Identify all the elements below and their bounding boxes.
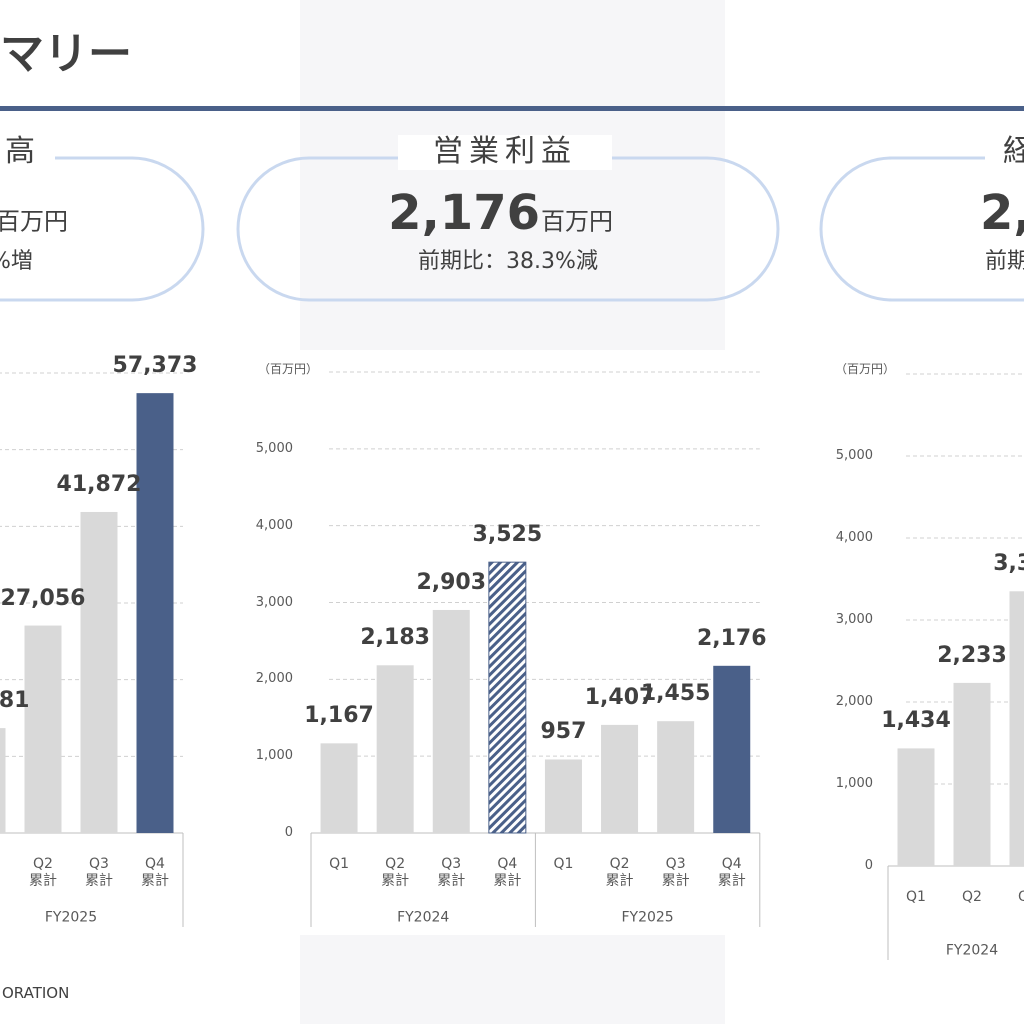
value-label: 1,434 [881, 708, 951, 734]
y-tick-label: 2,000 [255, 671, 293, 687]
bar [897, 748, 935, 866]
y-tick-label: 0 [864, 858, 873, 874]
kpi-pill [819, 156, 1024, 302]
bar [136, 393, 174, 833]
heading-gap [985, 135, 1024, 170]
group-label: FY2025 [621, 909, 674, 926]
bar [320, 743, 358, 833]
bar [657, 721, 695, 833]
bar [488, 561, 527, 834]
kpi-pill [0, 156, 205, 302]
value-label: 3,350 [993, 551, 1024, 577]
value-label: 2,183 [360, 625, 430, 651]
page-title: マリー [0, 28, 132, 80]
kpi-unit: 百万円 [0, 207, 68, 236]
y-tick-label: 5,000 [255, 441, 293, 457]
y-tick-label: 3,000 [255, 594, 293, 610]
group-label: FY2024 [945, 942, 999, 959]
y-tick-label: 0 [284, 825, 293, 841]
value-label: 957 [540, 719, 587, 745]
kpi-value: 2,176 [388, 185, 540, 242]
y-tick-label: 2,000 [835, 694, 873, 710]
value-label: 2,233 [937, 642, 1007, 668]
panel-bg [300, 935, 725, 1024]
footer: ORATION [2, 984, 70, 1002]
group-label: FY2024 [397, 909, 450, 926]
value-label: 1,167 [304, 703, 374, 729]
kpi-unit: 百万円 [541, 207, 613, 236]
y-axis-label: （百万円） [258, 361, 319, 376]
kpi-heading: 経 [1003, 134, 1024, 169]
kpi-heading: 高 [5, 134, 35, 169]
bar [953, 682, 991, 866]
y-tick-label: 4,000 [835, 530, 873, 546]
y-tick-label: 5,000 [835, 448, 873, 464]
y-tick-label: 1,000 [835, 776, 873, 792]
x-tick-label: Q2 [962, 889, 982, 905]
value-label: 1,455 [640, 681, 711, 707]
x-tick-label: Q3 累計 [85, 856, 113, 889]
bar [376, 665, 414, 833]
kpi-change: 前期 [985, 248, 1024, 274]
group-label: FY2025 [44, 909, 98, 926]
bar [24, 625, 62, 833]
x-tick-label: Q3 [1018, 889, 1024, 905]
value-label: 57,373 [112, 352, 198, 378]
x-tick-label: Q1 [553, 856, 574, 872]
value-label: 2,903 [416, 569, 487, 595]
kpi-value: 2, [980, 185, 1024, 242]
bar [432, 609, 470, 833]
x-tick-label: Q3 累計 [661, 856, 690, 889]
x-tick-label: Q1 [906, 889, 926, 905]
heading-gap [398, 135, 612, 170]
x-tick-label: Q2 累計 [29, 856, 57, 889]
kpi-change: 前期比：38.3%減 [418, 248, 598, 274]
y-tick-label: 4,000 [255, 517, 293, 533]
kpi-heading: 営業利益 [433, 134, 577, 169]
x-tick-label: Q4 累計 [493, 856, 522, 889]
bar [1009, 591, 1024, 866]
kpi-change: %増 [0, 248, 33, 274]
bar [601, 724, 639, 833]
x-tick-label: Q4 累計 [141, 856, 169, 889]
x-tick-label: Q4 累計 [717, 856, 746, 889]
bar [0, 728, 6, 833]
heading-gap [0, 140, 55, 170]
panel-bg [300, 0, 725, 350]
value-label: 1,407 [584, 684, 655, 710]
x-tick-label: Q1 [329, 856, 350, 872]
y-axis-label: （百万円） [835, 361, 896, 376]
value-label: 2,176 [696, 625, 767, 651]
x-tick-label: Q2 累計 [381, 856, 410, 889]
value-label: 3,525 [472, 521, 543, 547]
x-tick-label: Q3 累計 [437, 856, 466, 889]
bar [713, 665, 751, 833]
x-tick-label: Q2 累計 [605, 856, 634, 889]
bar [544, 759, 582, 833]
bar [80, 511, 118, 833]
value-label: 41,872 [56, 471, 142, 497]
title-rule [0, 106, 1024, 111]
value-label: 27,056 [0, 585, 86, 611]
value-label: 13,681 [0, 687, 30, 713]
y-tick-label: 3,000 [835, 612, 873, 628]
y-tick-label: 1,000 [255, 748, 293, 764]
